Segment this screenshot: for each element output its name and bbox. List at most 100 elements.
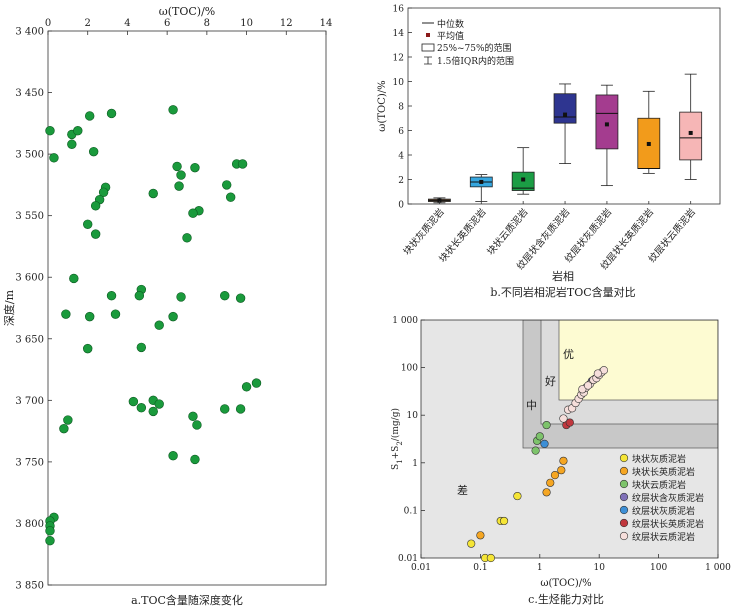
toc-depth-point xyxy=(106,108,117,119)
panel-a-points xyxy=(45,105,262,546)
legend-marker xyxy=(619,453,629,463)
hydrocarbon-point xyxy=(565,418,574,427)
panel-b-x-label: 岩相 xyxy=(552,269,574,283)
panel-c-x-tick-label: 1 xyxy=(537,563,543,573)
panel-a-x-tick-label: 14 xyxy=(320,18,333,29)
panel-b-y-ticks: 0 2 4 6 8 10 12 14 16 xyxy=(393,5,412,211)
panel-c-y-tick-label: 1 xyxy=(412,459,418,469)
toc-depth-point xyxy=(190,454,200,465)
toc-depth-point xyxy=(172,161,182,172)
panel-a-y-tick-label: 3 450 xyxy=(15,88,44,99)
legend-label: 纹层状长英质泥岩 xyxy=(632,518,704,530)
toc-depth-point xyxy=(176,292,186,302)
panel-a-y-label: 深度/m xyxy=(2,289,16,326)
box-mean xyxy=(604,122,609,127)
legend-box-label: 25%~75%的范围 xyxy=(437,42,512,54)
panel-a-x-tick-label: 8 xyxy=(204,18,210,29)
legend-marker xyxy=(619,505,629,515)
panel-a-x-tick-label: 0 xyxy=(45,18,51,29)
legend-marker xyxy=(619,518,629,528)
panel-c-plot-frame xyxy=(420,319,719,559)
toc-depth-point xyxy=(90,229,101,239)
box-iqr xyxy=(679,111,703,161)
panel-b-caption: b.不同岩相泥岩TOC含量对比 xyxy=(490,285,635,299)
panel-b-y-tick-label: 10 xyxy=(393,78,405,88)
toc-depth-point xyxy=(83,219,93,229)
legend-box-marker xyxy=(421,43,435,52)
panel-c-y-tick-label: 10 xyxy=(407,411,419,421)
box-mean xyxy=(437,198,442,203)
toc-depth-point xyxy=(45,126,55,136)
panel-b-y-tick-label: 16 xyxy=(393,5,405,15)
toc-depth-point xyxy=(63,415,73,425)
toc-depth-point xyxy=(110,309,121,319)
hydrocarbon-point xyxy=(557,466,566,475)
box-mean xyxy=(646,141,651,146)
toc-depth-point xyxy=(59,423,69,434)
toc-depth-point xyxy=(84,111,95,121)
hydrocarbon-point xyxy=(499,516,509,526)
toc-depth-point xyxy=(154,320,164,330)
panel-a-y-tick-label: 3 550 xyxy=(15,211,44,222)
panel-b-y-tick-label: 12 xyxy=(393,54,404,64)
toc-depth-point xyxy=(45,535,55,546)
toc-depth-point xyxy=(168,105,178,115)
panel-c-y-tick-label: 1 000 xyxy=(392,316,418,326)
panel-b-y-tick-label: 6 xyxy=(398,127,404,137)
zone-label-poor: 差 xyxy=(457,483,468,497)
toc-depth-point xyxy=(220,404,230,414)
box-iqr xyxy=(595,94,619,150)
panel-a-x-label: ω(TOC)/% xyxy=(159,5,215,18)
toc-depth-point xyxy=(148,188,158,199)
panel-a-caption: a.TOC含量随深度变化 xyxy=(131,593,243,607)
hydrocarbon-point xyxy=(583,381,593,390)
toc-depth-point xyxy=(73,126,83,136)
toc-depth-point xyxy=(45,526,55,536)
zone-label-medium: 中 xyxy=(526,399,537,412)
box-iqr xyxy=(553,93,577,124)
zone-label-excellent: 优 xyxy=(563,348,574,361)
hydrocarbon-point xyxy=(542,420,551,430)
panel-a-y-tick-label: 3 600 xyxy=(15,273,44,284)
hydrocarbon-point xyxy=(550,471,560,480)
panel-a-x-tick-label: 10 xyxy=(240,18,253,29)
hydrocarbon-point xyxy=(486,553,495,563)
legend-label: 纹层状灰质泥岩 xyxy=(632,505,695,517)
panel-c-points xyxy=(467,366,609,563)
panel-c-x-tick-label: 10 xyxy=(593,563,605,573)
panel-b-y-tick-label: 0 xyxy=(398,201,404,211)
toc-depth-point xyxy=(190,162,200,173)
legend-whisker-marker xyxy=(424,56,432,65)
toc-depth-point xyxy=(235,404,246,414)
toc-depth-point xyxy=(98,187,109,197)
panel-c-x-tick-label: 100 xyxy=(650,563,667,573)
panel-c-y-tick-label: 100 xyxy=(401,364,418,374)
legend-mean-marker xyxy=(426,33,430,37)
panel-a-x-ticks: 0 2 4 6 8 10 12 14 xyxy=(45,18,333,35)
toc-depth-point xyxy=(88,146,99,157)
panel-c-y-label: S1+S2/(mg/g) xyxy=(390,408,404,470)
panel-b-category-label: 块状云质泥岩 xyxy=(485,206,531,257)
panel-c-x-tick-label: 1 000 xyxy=(705,563,731,573)
toc-depth-point xyxy=(134,290,145,301)
panel-a-y-tick-label: 3 700 xyxy=(15,396,44,407)
toc-depth-point xyxy=(251,378,262,388)
hydrocarbon-point xyxy=(531,446,540,455)
toc-depth-point xyxy=(61,309,71,319)
box-mean xyxy=(563,112,568,117)
panel-c-y-ticks: 0.01 0.1 1 10 100 1 000 xyxy=(392,316,425,564)
toc-depth-point xyxy=(136,342,147,353)
panel-a-y-tick-label: 3 650 xyxy=(15,334,44,345)
zone-label-good: 好 xyxy=(545,374,556,388)
toc-depth-point xyxy=(148,406,158,417)
toc-depth-point xyxy=(235,293,246,303)
legend-label: 块状云质泥岩 xyxy=(632,479,686,491)
legend-whisker-label: 1.5倍IQR内的范围 xyxy=(437,55,514,67)
panel-a-y-tick-label: 3 500 xyxy=(15,150,44,161)
panel-a-y-tick-label: 3 850 xyxy=(15,581,44,592)
toc-depth-point xyxy=(106,290,117,301)
panel-c-legend: 块状灰质泥岩块状长英质泥岩块状云质泥岩纹层状含灰质泥岩纹层状灰质泥岩纹层状长英质… xyxy=(619,453,704,543)
hydrocarbon-point xyxy=(546,478,555,487)
toc-depth-point xyxy=(188,208,198,218)
toc-depth-point xyxy=(136,403,147,413)
